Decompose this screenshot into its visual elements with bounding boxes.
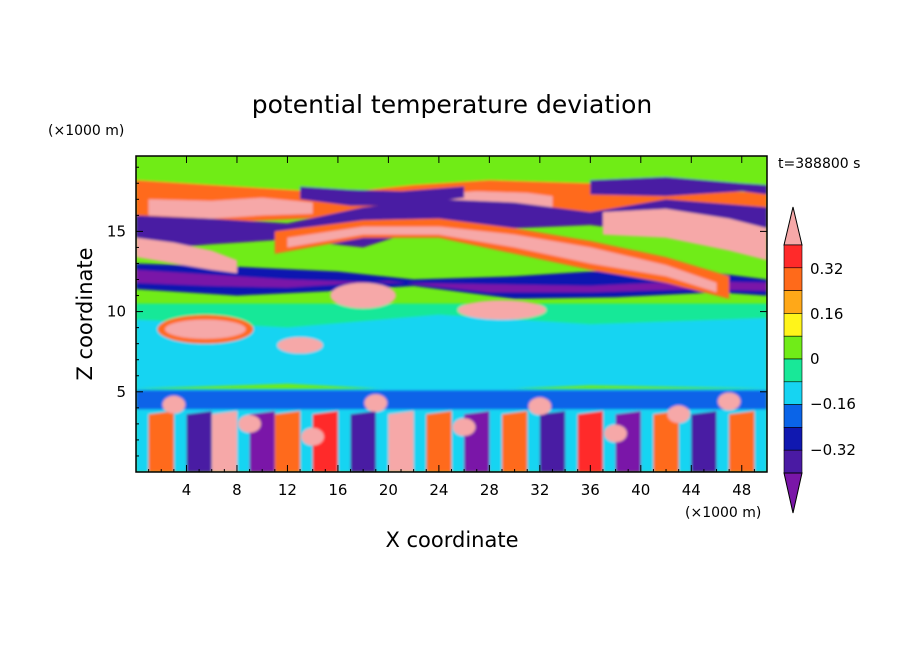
colorbar-segment [783,381,803,405]
low-pink-spot-1 [238,415,261,433]
y-unit-label: (×1000 m) [48,123,124,139]
heatmap-field [136,156,767,472]
low-pink-spot-0 [162,395,186,414]
colorbar-labels: 0.32 0.16 0 −0.16 −0.32 [810,260,856,459]
y-tick-label: 5 [116,383,126,401]
x-tick-label: 8 [232,481,242,499]
y-tick-label: 10 [107,303,126,321]
y-axis-label: Z coordinate [73,247,97,380]
pink-blob-mid-right [457,300,547,320]
pink-blob-left [165,319,246,339]
x-tick-label: 16 [328,481,347,499]
x-tick-label: 20 [379,481,398,499]
colorbar-segment [783,290,803,314]
colorbar-top-arrow [783,206,803,246]
x-tick-label: 48 [732,481,751,499]
low-pink-spot-5 [528,397,552,416]
colorbar-label: 0.32 [810,260,843,278]
low-column-12 [577,411,603,472]
pink-right-band [602,208,767,261]
chart-title: potential temperature deviation [252,90,652,119]
pink-blob-small [277,337,323,354]
x-tick-label: 36 [581,481,600,499]
x-tick-label: 32 [530,481,549,499]
low-column-2 [211,411,237,472]
colorbar-segment [783,358,803,383]
colorbar-segment [783,267,803,291]
x-tick-label: 12 [278,481,297,499]
upper-pink-a [148,197,313,219]
time-label: t=388800 s [778,156,860,172]
zone-mid-cyan [136,314,767,392]
colorbar-segment [783,244,803,269]
colorbar-segment [783,313,803,337]
pink-blob-mid [330,282,396,309]
low-column-5 [312,411,338,472]
field-layers [136,156,767,472]
colorbar-label: 0 [810,350,820,368]
colorbar-segment [783,335,803,360]
x-tick-label: 28 [480,481,499,499]
y-tick-label: 15 [107,222,126,240]
low-interface [136,390,767,410]
low-column-1 [186,411,212,472]
upper-cold-c [590,176,767,197]
colorbar-bottom-arrow [783,472,803,514]
low-column-7 [388,411,414,472]
low-pink-spot-3 [364,394,388,412]
x-axis-label: X coordinate [385,528,518,552]
mid-purple-band [136,269,767,293]
low-pink-spot-4 [452,418,476,436]
x-tick-label: 40 [631,481,650,499]
colorbar-segment [783,427,803,451]
colorbar-label: −0.32 [810,441,856,459]
x-tick-label: 44 [682,481,701,499]
low-column-4 [274,411,301,472]
upper-cold-b [300,186,465,206]
low-column-14 [653,411,679,472]
low-pink-spot-8 [717,392,741,411]
low-column-15 [691,411,717,472]
pink-diagonal-band [287,226,717,293]
y-axis-ticks: 5 10 15 [107,166,767,457]
low-column-11 [539,411,566,472]
low-pink-spot-7 [667,405,691,424]
low-column-16 [729,411,755,472]
low-column-6 [350,411,376,472]
low-column-0 [148,411,174,472]
colorbar-label: 0.16 [810,305,843,323]
x-tick-label: 4 [182,481,192,499]
colorbar [783,206,803,514]
low-pink-spot-2 [301,427,325,446]
x-tick-label: 24 [429,481,448,499]
low-column-10 [502,411,528,472]
low-pink-spot-6 [604,424,627,443]
colorbar-segment [783,404,803,428]
colorbar-label: −0.16 [810,395,856,413]
pink-left-band [136,237,237,274]
x-axis-ticks: 4 8 12 16 20 24 28 32 36 40 44 48 [148,156,755,499]
colorbar-segment [783,449,803,474]
x-unit-label: (×1000 m) [685,505,761,521]
low-column-8 [426,411,452,472]
